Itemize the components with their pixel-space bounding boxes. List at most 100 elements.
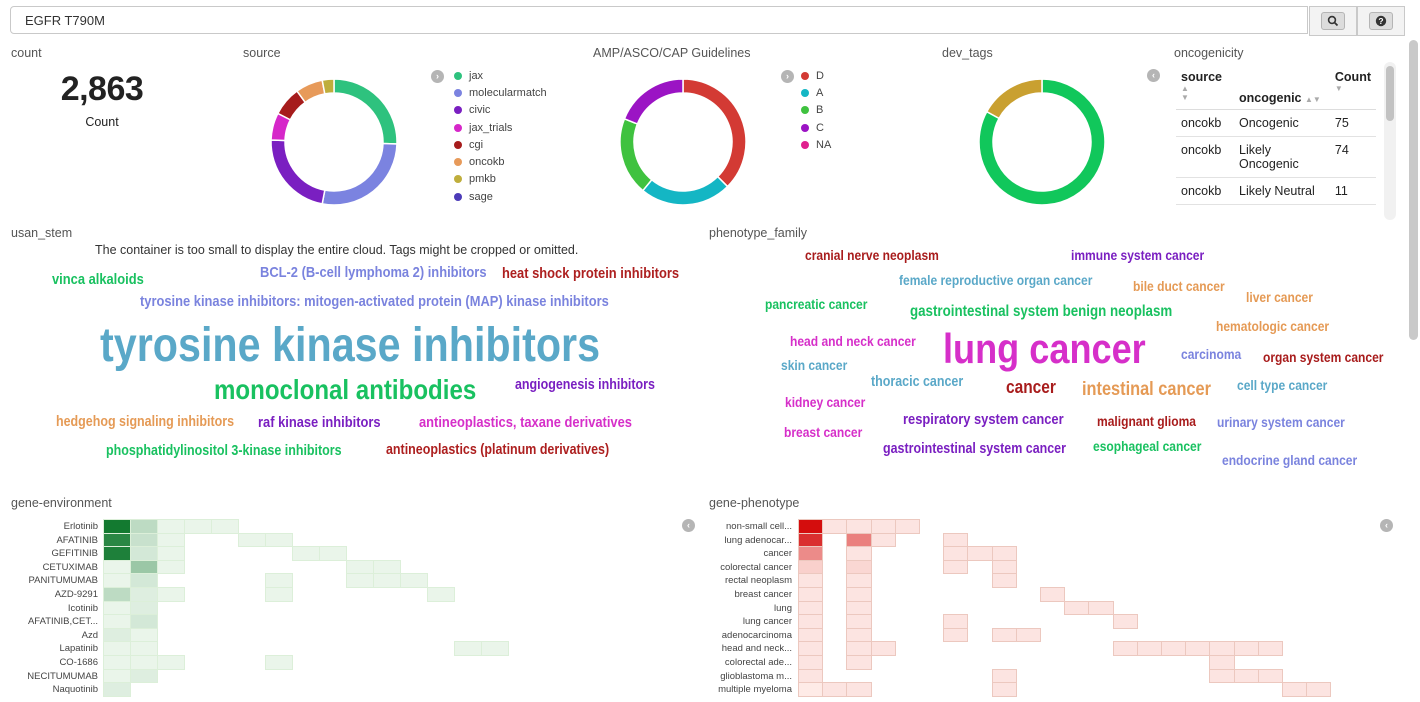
cloud-tag[interactable]: BCL-2 (B-cell lymphoma 2) inhibitors <box>260 264 487 281</box>
cloud-tag[interactable]: esophageal cancer <box>1093 438 1202 454</box>
heatmap-cell[interactable] <box>103 655 131 670</box>
source-slice-jax[interactable] <box>333 78 398 145</box>
legend-item[interactable]: sage <box>454 188 547 205</box>
guidelines-slice-C[interactable] <box>623 78 684 125</box>
heatmap-cell[interactable] <box>265 655 293 670</box>
heatmap-cell[interactable] <box>943 532 969 548</box>
legend-item[interactable]: cgi <box>454 136 547 153</box>
legend-item[interactable]: D <box>801 67 831 84</box>
heatmap-cell[interactable] <box>846 559 872 575</box>
heatmap-cell[interactable] <box>184 519 212 534</box>
cloud-tag[interactable]: angiogenesis inhibitors <box>515 377 655 393</box>
legend-item[interactable]: oncokb <box>454 153 547 170</box>
heatmap-cell[interactable] <box>991 559 1017 575</box>
heatmap-cell[interactable] <box>346 559 374 575</box>
heatmap-cell[interactable] <box>346 573 374 588</box>
heatmap-cell[interactable] <box>822 682 848 697</box>
heatmap-cell[interactable] <box>1257 668 1283 684</box>
heatmap-cell[interactable] <box>1015 627 1041 643</box>
heatmap-cell[interactable] <box>797 532 824 548</box>
heatmap-cell[interactable] <box>103 641 131 656</box>
legend-item[interactable]: C <box>801 119 831 136</box>
column-header-oncogenic[interactable]: oncogenic ▲▼ <box>1234 64 1330 110</box>
legend-toggle-icon[interactable]: › <box>781 70 794 83</box>
legend-toggle-icon[interactable]: ‹ <box>1380 519 1393 532</box>
cloud-tag[interactable]: liver cancer <box>1246 289 1313 305</box>
heatmap-cell[interactable] <box>103 559 131 575</box>
heatmap-cell[interactable] <box>130 559 158 575</box>
heatmap-cell[interactable] <box>238 532 266 548</box>
heatmap-cell[interactable] <box>130 600 158 616</box>
table-scrollbar[interactable] <box>1384 62 1396 220</box>
heatmap-cell[interactable] <box>130 627 158 643</box>
legend-item[interactable]: pmkb <box>454 171 547 188</box>
cloud-tag[interactable]: bile duct cancer <box>1133 278 1225 294</box>
heatmap-cell[interactable] <box>846 532 872 548</box>
legend-item[interactable]: civic <box>454 102 547 119</box>
help-button[interactable]: ? <box>1357 6 1405 36</box>
cloud-tag[interactable]: raf kinase inhibitors <box>258 414 381 431</box>
heatmap-cell[interactable] <box>797 600 824 616</box>
heatmap-cell[interactable] <box>1088 600 1114 616</box>
heatmap-cell[interactable] <box>846 655 872 670</box>
cloud-tag[interactable]: hematologic cancer <box>1216 318 1330 334</box>
cloud-tag[interactable]: gastrointestinal system benign neoplasm <box>910 303 1173 320</box>
legend-item[interactable]: A <box>801 84 831 101</box>
heatmap-cell[interactable] <box>1112 614 1138 629</box>
heatmap-cell[interactable] <box>846 627 872 643</box>
heatmap-cell[interactable] <box>130 614 158 629</box>
heatmap-cell[interactable] <box>481 641 509 656</box>
heatmap-cell[interactable] <box>103 668 131 684</box>
heatmap-cell[interactable] <box>894 519 920 534</box>
cloud-tag[interactable]: antineoplastics (platinum derivatives) <box>386 442 610 458</box>
heatmap-cell[interactable] <box>1185 641 1211 656</box>
cloud-tag[interactable]: heat shock protein inhibitors <box>502 265 680 282</box>
heatmap-cell[interactable] <box>130 532 158 548</box>
source-slice-civic[interactable] <box>270 139 326 205</box>
heatmap-cell[interactable] <box>870 532 896 548</box>
heatmap-cell[interactable] <box>1064 600 1090 616</box>
heatmap-cell[interactable] <box>870 641 896 656</box>
cloud-tag[interactable]: monoclonal antibodies <box>214 374 477 405</box>
heatmap-cell[interactable] <box>991 573 1017 588</box>
cloud-tag[interactable]: skin cancer <box>781 357 848 373</box>
heatmap-cell[interactable] <box>822 519 848 534</box>
heatmap-cell[interactable] <box>870 519 896 534</box>
heatmap-cell[interactable] <box>1233 668 1259 684</box>
dev-tags-slice-green[interactable] <box>978 78 1106 206</box>
cloud-tag[interactable]: carcinoma <box>1181 346 1242 362</box>
heatmap-cell[interactable] <box>157 546 185 561</box>
heatmap-cell[interactable] <box>846 600 872 616</box>
heatmap-cell[interactable] <box>130 655 158 670</box>
cloud-tag[interactable]: organ system cancer <box>1263 349 1384 365</box>
cloud-tag[interactable]: immune system cancer <box>1071 247 1205 263</box>
cloud-tag[interactable]: phosphatidylinositol 3-kinase inhibitors <box>106 443 342 459</box>
heatmap-cell[interactable] <box>103 682 131 697</box>
heatmap-cell[interactable] <box>797 627 824 643</box>
cloud-tag[interactable]: head and neck cancer <box>790 333 916 349</box>
heatmap-cell[interactable] <box>103 600 131 616</box>
heatmap-cell[interactable] <box>454 641 482 656</box>
cloud-tag[interactable]: cell type cancer <box>1237 377 1328 393</box>
heatmap-cell[interactable] <box>797 559 824 575</box>
heatmap-cell[interactable] <box>427 587 455 602</box>
cloud-tag[interactable]: cancer <box>1006 377 1056 397</box>
cloud-tag[interactable]: lung cancer <box>943 325 1146 372</box>
heatmap-cell[interactable] <box>846 573 872 588</box>
cloud-tag[interactable]: kidney cancer <box>785 394 866 410</box>
heatmap-cell[interactable] <box>943 614 969 629</box>
cloud-tag[interactable]: cranial nerve neoplasm <box>805 247 939 263</box>
cloud-tag[interactable]: tyrosine kinase inhibitors: mitogen-acti… <box>140 293 609 310</box>
guidelines-slice-D[interactable] <box>682 78 747 188</box>
heatmap-cell[interactable] <box>265 587 293 602</box>
heatmap-cell[interactable] <box>1209 655 1235 670</box>
source-slice-pmkb[interactable] <box>321 78 335 95</box>
cloud-tag[interactable]: gastrointestinal system cancer <box>883 441 1066 457</box>
heatmap-cell[interactable] <box>846 682 872 697</box>
heatmap-cell[interactable] <box>1112 641 1138 656</box>
heatmap-cell[interactable] <box>1233 641 1259 656</box>
column-header-source[interactable]: source ▲ ▼ <box>1176 64 1234 110</box>
cloud-tag[interactable]: urinary system cancer <box>1217 414 1345 430</box>
legend-item[interactable]: NA <box>801 136 831 153</box>
heatmap-cell[interactable] <box>103 546 131 561</box>
